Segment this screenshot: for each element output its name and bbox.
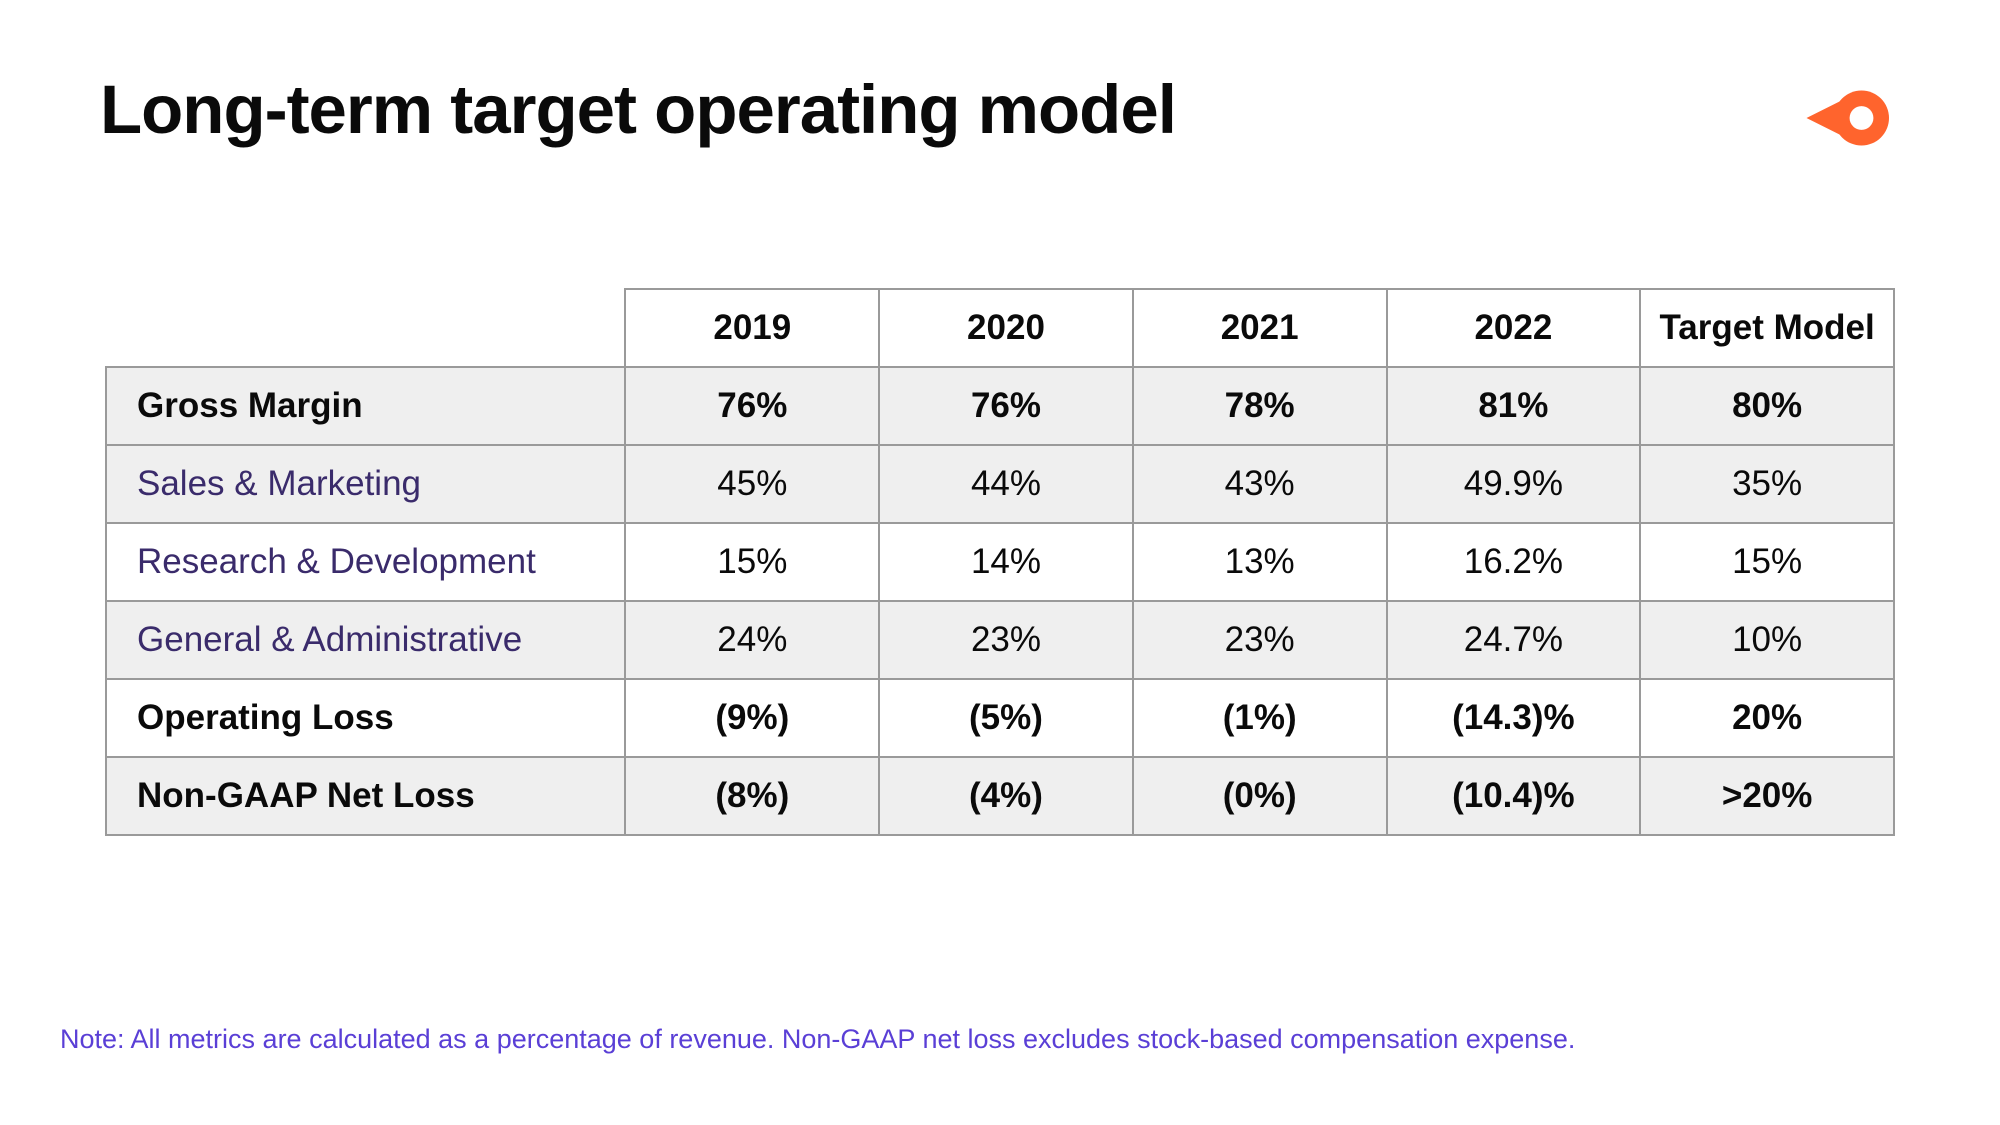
table-cell: 35% bbox=[1640, 445, 1894, 523]
table-cell: 81% bbox=[1387, 367, 1641, 445]
table-cell: 76% bbox=[625, 367, 879, 445]
row-label: Non-GAAP Net Loss bbox=[106, 757, 625, 835]
table-cell: 45% bbox=[625, 445, 879, 523]
table-cell: 23% bbox=[1133, 601, 1387, 679]
table-cell: 15% bbox=[1640, 523, 1894, 601]
slide: Long-term target operating model 2019 20… bbox=[0, 0, 2000, 1125]
table-cell: 43% bbox=[1133, 445, 1387, 523]
footnote-text: Note: All metrics are calculated as a pe… bbox=[60, 1024, 1575, 1055]
table-cell: (1%) bbox=[1133, 679, 1387, 757]
col-header: 2022 bbox=[1387, 289, 1641, 367]
table-cell: 16.2% bbox=[1387, 523, 1641, 601]
table-body: Gross Margin76%76%78%81%80%Sales & Marke… bbox=[106, 367, 1894, 835]
table-cell: 20% bbox=[1640, 679, 1894, 757]
table-cell: 24% bbox=[625, 601, 879, 679]
table-cell: (0%) bbox=[1133, 757, 1387, 835]
row-label: Sales & Marketing bbox=[106, 445, 625, 523]
row-label: General & Administrative bbox=[106, 601, 625, 679]
slide-header: Long-term target operating model bbox=[100, 70, 1900, 158]
table-cell: >20% bbox=[1640, 757, 1894, 835]
table-container: 2019 2020 2021 2022 Target Model Gross M… bbox=[100, 288, 1900, 836]
table-cell: (5%) bbox=[879, 679, 1133, 757]
row-label: Operating Loss bbox=[106, 679, 625, 757]
table-row: Operating Loss(9%)(5%)(1%)(14.3)%20% bbox=[106, 679, 1894, 757]
table-cell: 78% bbox=[1133, 367, 1387, 445]
table-cell: (4%) bbox=[879, 757, 1133, 835]
table-row: Non-GAAP Net Loss(8%)(4%)(0%)(10.4)%>20% bbox=[106, 757, 1894, 835]
table-cell: (9%) bbox=[625, 679, 879, 757]
page-title: Long-term target operating model bbox=[100, 70, 1176, 149]
table-header-row: 2019 2020 2021 2022 Target Model bbox=[106, 289, 1894, 367]
table-cell: 14% bbox=[879, 523, 1133, 601]
table-row: Research & Development15%14%13%16.2%15% bbox=[106, 523, 1894, 601]
table-cell: (8%) bbox=[625, 757, 879, 835]
table-row: Gross Margin76%76%78%81%80% bbox=[106, 367, 1894, 445]
table-cell: 80% bbox=[1640, 367, 1894, 445]
table-cell: 23% bbox=[879, 601, 1133, 679]
blank-corner-cell bbox=[106, 289, 625, 367]
table-cell: 44% bbox=[879, 445, 1133, 523]
row-label: Gross Margin bbox=[106, 367, 625, 445]
table-row: General & Administrative24%23%23%24.7%10… bbox=[106, 601, 1894, 679]
table-cell: (10.4)% bbox=[1387, 757, 1641, 835]
table-cell: 15% bbox=[625, 523, 879, 601]
table-cell: 24.7% bbox=[1387, 601, 1641, 679]
table-cell: 76% bbox=[879, 367, 1133, 445]
col-header: 2020 bbox=[879, 289, 1133, 367]
col-header: 2021 bbox=[1133, 289, 1387, 367]
col-header: Target Model bbox=[1640, 289, 1894, 367]
table-cell: 10% bbox=[1640, 601, 1894, 679]
table-cell: (14.3)% bbox=[1387, 679, 1641, 757]
col-header: 2019 bbox=[625, 289, 879, 367]
table-cell: 49.9% bbox=[1387, 445, 1641, 523]
table-row: Sales & Marketing45%44%43%49.9%35% bbox=[106, 445, 1894, 523]
operating-model-table: 2019 2020 2021 2022 Target Model Gross M… bbox=[105, 288, 1895, 836]
brand-logo-icon bbox=[1790, 78, 1900, 158]
table-cell: 13% bbox=[1133, 523, 1387, 601]
row-label: Research & Development bbox=[106, 523, 625, 601]
